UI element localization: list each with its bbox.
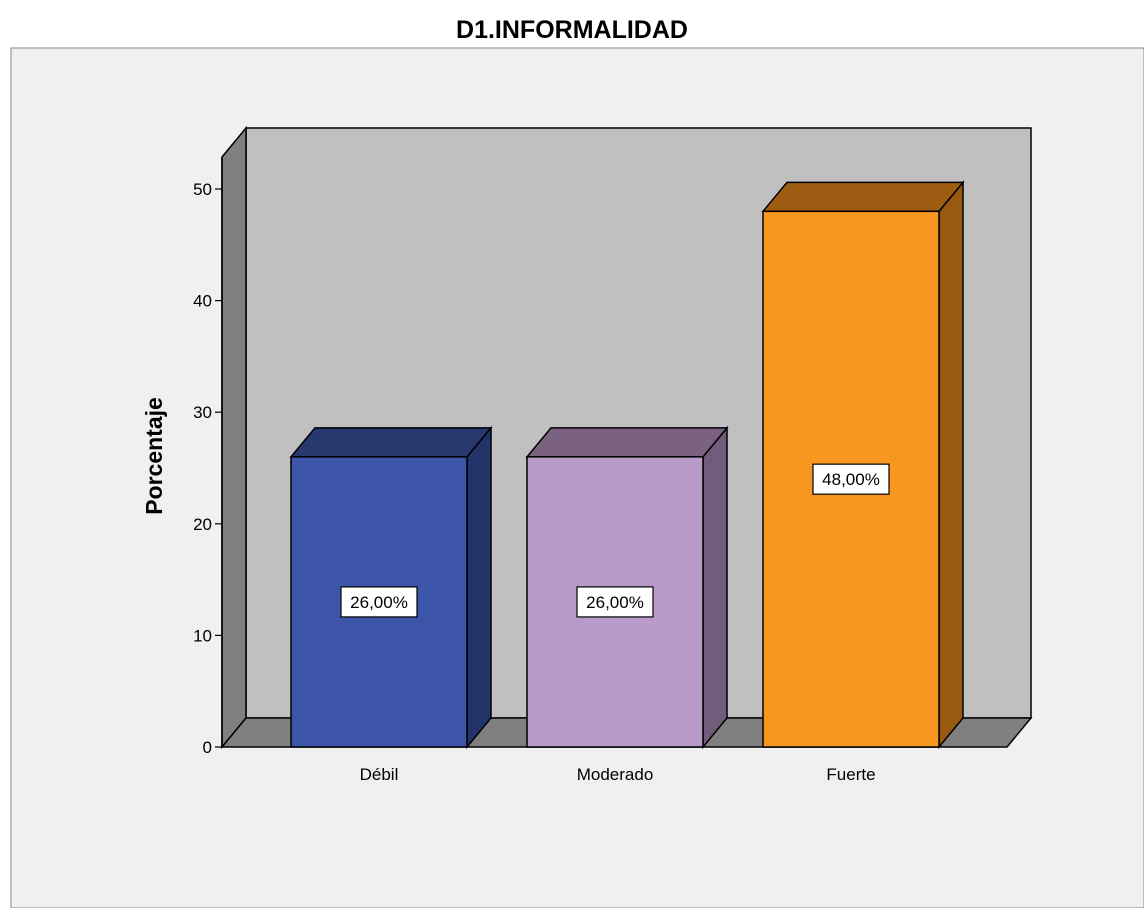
y-tick-label: 20 [193,515,212,534]
bar-top [525,427,729,458]
plot-area: 0 10 20 30 40 50 26,00% Débil 26,00% Moderado 48,0… [193,125,1033,784]
data-label: 26,00% [350,593,408,612]
data-label-box [576,586,654,618]
category-label: Moderado [577,765,654,784]
bar-side [466,425,492,750]
y-tick-label: 10 [193,626,212,645]
y-tick-label: 30 [193,403,212,422]
chart-title: D1.INFORMALIDAD [456,16,688,44]
bar-side [938,180,964,750]
category-label: Fuerte [826,765,875,784]
y-tick-label: 50 [193,180,212,199]
y-tick-label: 0 [203,738,212,757]
bar-side [702,425,728,750]
data-label-box [812,463,890,495]
data-label: 26,00% [586,593,644,612]
data-label-box [340,586,418,618]
category-label: Débil [360,765,399,784]
y-axis-title: Porcentaje [141,397,167,515]
bar-top [289,427,493,458]
data-label: 48,00% [822,470,880,489]
side-wall [221,125,247,750]
y-tick-label: 40 [193,292,212,311]
bar-top [761,181,965,213]
